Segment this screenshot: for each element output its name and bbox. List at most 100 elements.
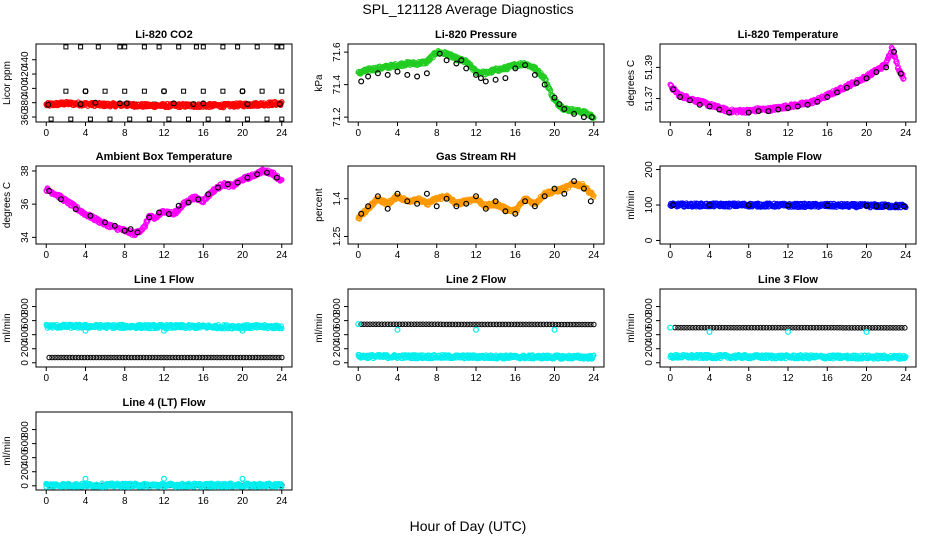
data-point — [374, 70, 381, 77]
y-tick-label: 71.4 — [332, 74, 343, 94]
y-tick-label: 1.4 — [332, 191, 343, 205]
data-point — [186, 116, 191, 122]
data-point — [496, 321, 503, 328]
y-tick-label: 800 — [20, 298, 31, 315]
data-point — [273, 174, 280, 181]
data-point — [546, 321, 553, 328]
data-point — [492, 198, 499, 205]
data-point — [585, 321, 591, 328]
data-point — [781, 324, 787, 331]
x-tick-label: 0 — [667, 373, 673, 384]
data-point — [816, 324, 823, 331]
x-tick-label: 20 — [237, 128, 249, 139]
data-point — [551, 94, 558, 101]
panel-title: Ambient Box Temperature — [96, 151, 233, 163]
series-cyan-line — [43, 321, 285, 332]
data-point — [549, 321, 556, 328]
data-point — [102, 354, 108, 361]
x-tick-label: 20 — [237, 250, 249, 261]
data-point — [384, 205, 391, 212]
data-point — [849, 325, 855, 331]
y-tick-label: 200 — [20, 340, 31, 357]
data-point — [887, 325, 893, 331]
data-point — [834, 89, 841, 96]
data-point — [863, 202, 870, 209]
y-tick-label: 400 — [644, 326, 655, 343]
data-point — [52, 354, 58, 361]
data-point — [461, 321, 468, 328]
data-point — [881, 325, 888, 331]
y-tick-label: 380 — [20, 94, 31, 111]
y-tick-label: 100 — [644, 196, 655, 213]
data-point — [678, 324, 684, 331]
plot-area — [43, 475, 285, 490]
data-point — [149, 354, 155, 361]
series-cyan-dips — [82, 327, 246, 334]
data-point — [890, 325, 896, 331]
data-point — [857, 325, 864, 331]
x-tick-label: 0 — [355, 250, 361, 261]
data-point — [512, 65, 519, 72]
data-point — [893, 325, 899, 331]
series-averages — [670, 48, 904, 116]
data-point — [390, 321, 397, 328]
data-point — [580, 114, 587, 121]
data-point — [122, 354, 129, 361]
data-point — [57, 196, 64, 203]
y-tick-label: 800 — [644, 298, 655, 315]
data-point — [69, 354, 76, 361]
data-point — [161, 88, 168, 95]
x-tick-label: 20 — [237, 496, 249, 507]
plot-frame — [35, 411, 293, 491]
data-point — [361, 321, 367, 328]
y-tick-label: 600 — [644, 312, 655, 329]
data-point — [46, 354, 53, 361]
data-point — [734, 324, 740, 331]
data-point — [121, 227, 128, 234]
data-point — [804, 324, 811, 331]
x-tick-label: 0 — [667, 128, 673, 139]
x-tick-label: 8 — [122, 128, 128, 139]
data-point — [901, 75, 907, 82]
data-point — [77, 101, 84, 108]
y-tick-label: 34 — [20, 231, 31, 243]
x-tick-label: 24 — [276, 373, 288, 384]
data-point — [713, 324, 720, 331]
y-tick-label: 71.2 — [332, 107, 343, 127]
data-point — [244, 174, 251, 181]
data-point — [254, 44, 260, 50]
data-point — [677, 93, 684, 100]
data-point — [531, 203, 538, 210]
data-point — [220, 354, 226, 361]
data-point — [414, 200, 421, 207]
data-point — [670, 202, 677, 209]
data-point — [893, 58, 900, 64]
data-point — [231, 354, 238, 361]
data-point — [170, 354, 176, 361]
data-point — [394, 190, 401, 197]
data-point — [387, 321, 394, 328]
data-point — [156, 209, 163, 216]
series-cyan-dips — [667, 324, 870, 335]
x-tick-label: 4 — [83, 373, 89, 384]
data-point — [693, 324, 699, 331]
data-point — [449, 321, 456, 328]
data-point — [866, 325, 873, 331]
data-point — [195, 196, 202, 203]
data-point — [117, 44, 123, 50]
data-point — [769, 324, 776, 331]
panel-title: Line 1 Flow — [134, 274, 194, 286]
data-point — [522, 62, 529, 69]
data-point — [243, 354, 250, 361]
data-point — [482, 78, 489, 85]
data-point — [794, 103, 801, 110]
data-point — [863, 325, 870, 331]
data-point — [205, 116, 211, 122]
data-point — [278, 323, 284, 329]
x-tick-label: 16 — [822, 373, 834, 384]
x-tick-label: 20 — [549, 250, 561, 261]
plot-area — [43, 166, 285, 239]
data-point — [531, 71, 538, 78]
